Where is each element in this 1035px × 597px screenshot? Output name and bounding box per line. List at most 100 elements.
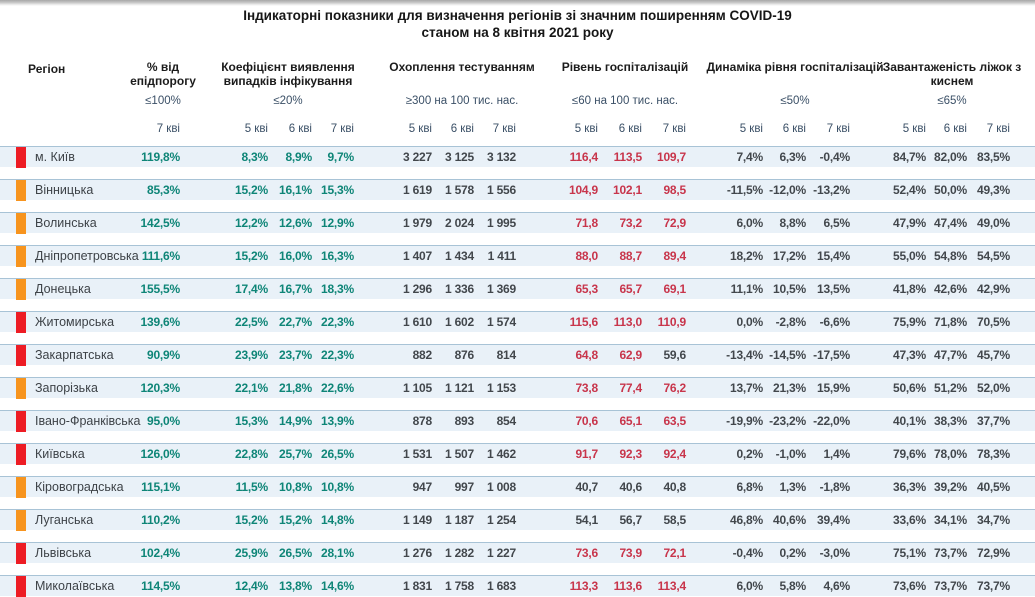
cell-dyn: 0,2% <box>779 546 806 560</box>
region-name: Житомирська <box>35 315 115 329</box>
cell-test: 893 <box>454 414 475 428</box>
threshold-hospitalization: ≤60 на 100 тис. нас. <box>571 95 679 107</box>
cell-bed: 34,7% <box>976 513 1010 527</box>
risk-marker-red <box>16 410 26 432</box>
cell-dyn: 1,4% <box>823 447 850 461</box>
cell-test: 1 187 <box>444 513 474 527</box>
cell-epid: 90,9% <box>146 348 180 362</box>
date-label: 6 кві <box>618 123 642 135</box>
cell-hosp: 102,1 <box>612 183 642 197</box>
cell-epid: 119,8% <box>141 150 180 164</box>
cell-hosp: 62,9 <box>619 348 642 362</box>
cell-dyn: 17,2% <box>772 249 806 263</box>
cell-bed: 47,3% <box>892 348 926 362</box>
date-label: 7 кві <box>330 123 354 135</box>
cell-hosp: 113,4 <box>657 579 687 593</box>
cell-hosp: 113,0 <box>613 315 643 329</box>
marker-cell <box>16 179 26 201</box>
cell-test: 1 995 <box>486 216 516 230</box>
cell-koef: 22,8% <box>234 447 268 461</box>
cell-test: 1 336 <box>444 282 474 296</box>
region-name: Миколаївська <box>35 579 115 593</box>
cell-bed: 42,9% <box>976 282 1010 296</box>
region-name: Закарпатська <box>35 348 114 362</box>
cell-test: 1 619 <box>402 183 432 197</box>
cell-bed: 75,9% <box>892 315 926 329</box>
cell-bed: 72,9% <box>976 546 1010 560</box>
marker-cell <box>16 575 26 597</box>
cell-test: 1 369 <box>486 282 516 296</box>
risk-marker-red <box>16 542 26 564</box>
column-header-hospitalization-level: Рівень госпіталізацій <box>561 60 689 74</box>
cell-hosp: 91,7 <box>575 447 598 461</box>
cell-hosp: 58,5 <box>663 513 686 527</box>
cell-test: 876 <box>454 348 475 362</box>
cell-test: 1 296 <box>402 282 432 296</box>
cell-hosp: 72,1 <box>663 546 686 560</box>
cell-dyn: 7,4% <box>736 150 763 164</box>
region-name: Івано-Франківська <box>35 414 141 428</box>
column-header-epid-threshold: % від епідпорогу <box>130 60 196 88</box>
cell-hosp: 73,9 <box>619 546 642 560</box>
cell-test: 814 <box>496 348 517 362</box>
date-label: 5 кві <box>244 123 268 135</box>
cell-dyn: 6,3% <box>779 150 806 164</box>
window-top-edge <box>0 0 1035 6</box>
cell-bed: 82,0% <box>933 150 967 164</box>
cell-hosp: 69,1 <box>663 282 686 296</box>
cell-test: 1 602 <box>444 315 474 329</box>
cell-bed: 50,0% <box>933 183 967 197</box>
cell-test: 1 531 <box>402 447 432 461</box>
cell-test: 1 411 <box>487 249 517 263</box>
cell-koef: 12,6% <box>278 216 312 230</box>
marker-cell <box>16 212 26 234</box>
cell-koef: 16,3% <box>320 249 354 263</box>
report-title: Індикаторні показники для визначення рег… <box>0 7 1035 41</box>
cell-hosp: 73,2 <box>619 216 642 230</box>
cell-test: 1 758 <box>444 579 474 593</box>
cell-dyn: 0,2% <box>736 447 763 461</box>
table-body: м. Київ 119,8% 8,3% 8,9% 9,7% 3 227 3 125 3 132… <box>0 146 1035 597</box>
cell-dyn: 4,6% <box>823 579 850 593</box>
risk-marker-orange <box>16 509 26 531</box>
cell-hosp: 98,5 <box>663 183 686 197</box>
cell-dyn: -0,4% <box>819 150 851 164</box>
table-row: Луганська 110,2% 15,2% 15,2% 14,8% 1 149 1 187… <box>0 509 1035 531</box>
cell-bed: 49,3% <box>976 183 1010 197</box>
cell-dyn: 10,5% <box>772 282 806 296</box>
cell-test: 997 <box>454 480 475 494</box>
cell-test: 1 407 <box>402 249 432 263</box>
cell-test: 854 <box>496 414 517 428</box>
cell-test: 1 578 <box>444 183 474 197</box>
risk-marker-orange <box>16 377 26 399</box>
cell-koef: 8,9% <box>285 150 312 164</box>
cell-dyn: 5,8% <box>779 579 806 593</box>
risk-marker-red <box>16 146 26 168</box>
cell-test: 1 610 <box>402 315 432 329</box>
cell-test: 882 <box>412 348 433 362</box>
threshold-oxygen-beds: ≤65% <box>937 95 967 107</box>
cell-epid: 85,3% <box>146 183 180 197</box>
cell-epid: 102,4% <box>140 546 181 560</box>
column-header-testing-coverage: Охоплення тестуванням <box>389 60 535 74</box>
threshold-detection: ≤20% <box>273 95 303 107</box>
date-label: 6 кві <box>943 123 967 135</box>
cell-test: 1 574 <box>486 315 516 329</box>
cell-dyn: 15,4% <box>816 249 850 263</box>
report-title-line2: станом на 8 квітня 2021 року <box>421 25 614 40</box>
cell-bed: 78,0% <box>933 447 967 461</box>
cell-dyn: 11,1% <box>730 282 764 296</box>
risk-marker-red <box>16 443 26 465</box>
date-label: 5 кві <box>902 123 926 135</box>
cell-bed: 73,7% <box>933 546 967 560</box>
cell-test: 1 683 <box>486 579 516 593</box>
date-label: 6 кві <box>782 123 806 135</box>
cell-koef: 12,2% <box>234 216 268 230</box>
cell-bed: 52,4% <box>892 183 926 197</box>
region-name: Київська <box>35 447 85 461</box>
cell-dyn: 13,5% <box>816 282 850 296</box>
cell-koef: 26,5% <box>320 447 354 461</box>
cell-hosp: 92,3 <box>619 447 642 461</box>
cell-test: 1 227 <box>486 546 516 560</box>
table-row: Вінницька 85,3% 15,2% 16,1% 15,3% 1 619 1 578 1… <box>0 179 1035 201</box>
